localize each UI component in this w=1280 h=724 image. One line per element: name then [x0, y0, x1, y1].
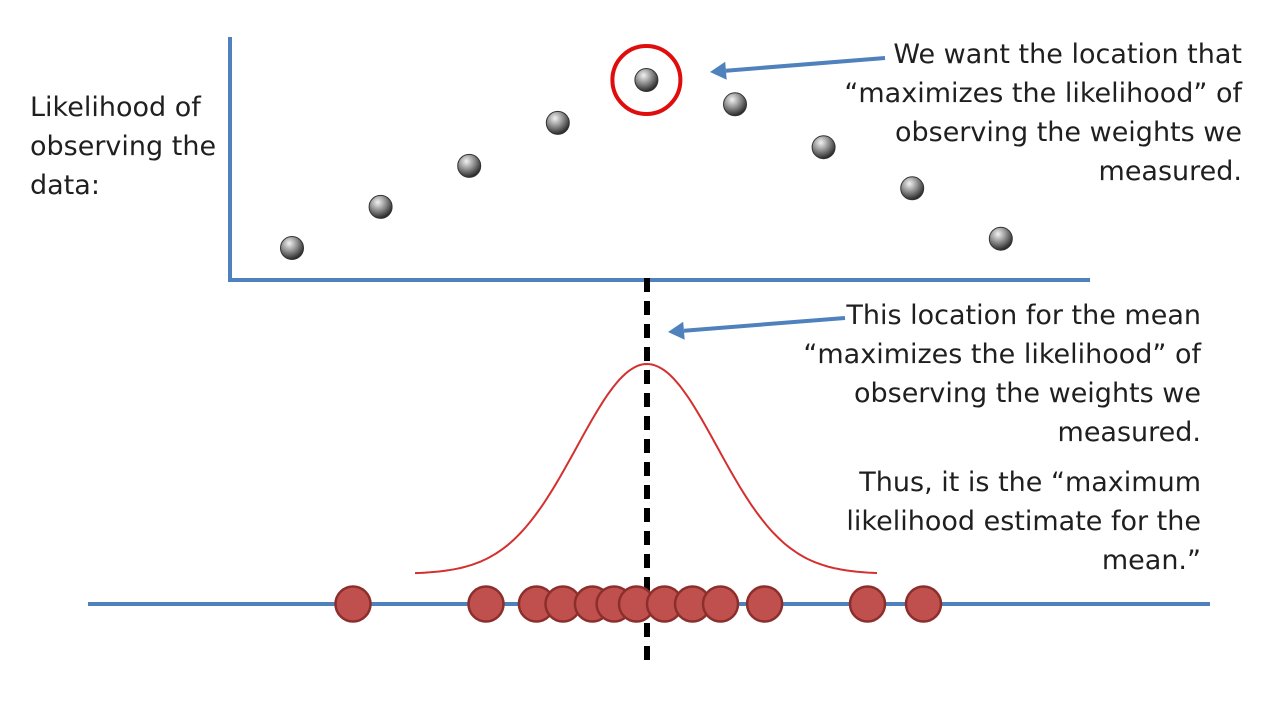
measured-weight-point [745, 585, 784, 623]
likelihood-point [368, 194, 393, 219]
measured-weight-point [467, 585, 505, 623]
annotation-bottom-line-2: likelihood estimate for the [846, 506, 1201, 537]
measured-weight-point [334, 585, 372, 623]
annotation-top-line-4: measured. [1098, 156, 1242, 187]
annotation-middle-line-2: “maximizes the likelihood” of [803, 339, 1201, 370]
arrow-shaft [683, 316, 846, 333]
likelihood-axis-label-line-1: Likelihood of [30, 92, 201, 123]
annotation-bottom-line-3: mean.” [1101, 545, 1201, 576]
likelihood-point [900, 176, 925, 201]
arrow-head [668, 321, 685, 340]
annotation-middle-line-3: observing the weights we [853, 378, 1201, 409]
likelihood-point [545, 110, 570, 135]
measured-weight-point [848, 585, 887, 623]
likelihood-axis-label: Likelihood of observing the data: [30, 88, 216, 205]
measured-weight-point [701, 585, 740, 623]
arrow-to-max-likelihood-icon [710, 56, 886, 80]
annotation-bottom-line-1: Thus, it is the “maximum [859, 467, 1201, 498]
annotation-top-line-3: observing the weights we [894, 117, 1242, 148]
likelihood-axis-label-line-2: observing the [30, 131, 217, 162]
max-likelihood-highlight-ring [610, 44, 683, 116]
likelihood-axis-label-line-3: data: [30, 170, 100, 201]
likelihood-point [811, 135, 836, 160]
measured-weight-point [904, 585, 943, 623]
annotation-middle-line-1: This location for the mean [846, 300, 1201, 331]
annotation-top-line-1: We want the location that [893, 39, 1242, 70]
annotation-middle-line-4: measured. [1057, 417, 1201, 448]
annotation-top-line-2: “maximizes the likelihood” of [844, 78, 1242, 109]
arrow-to-mean-line-icon [668, 316, 846, 340]
arrow-shaft [725, 56, 886, 73]
annotation-max-likelihood-location: We want the location that “maximizes the… [844, 35, 1242, 191]
arrow-head [710, 61, 727, 80]
likelihood-point [457, 153, 482, 178]
likelihood-point [988, 226, 1013, 251]
likelihood-point [723, 92, 747, 117]
annotation-mle-conclusion: Thus, it is the “maximum likelihood esti… [846, 463, 1201, 580]
annotation-mean-location: This location for the mean “maximizes th… [803, 296, 1201, 452]
likelihood-point [280, 236, 304, 260]
likelihood-point [634, 68, 659, 92]
normal-distribution-curve [414, 362, 878, 575]
